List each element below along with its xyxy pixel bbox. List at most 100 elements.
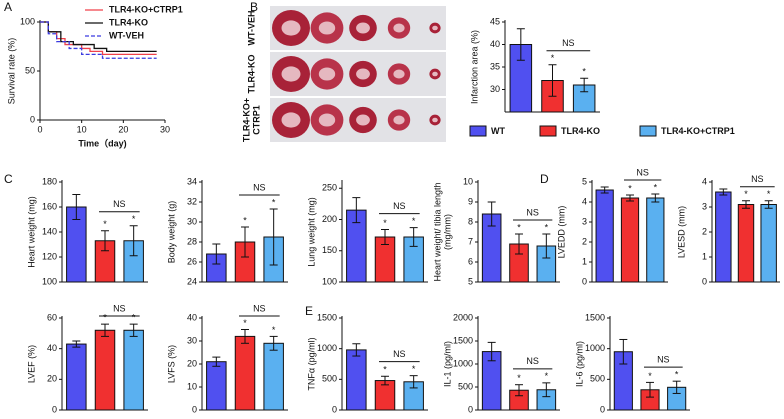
y-tick-label: 160 [42,201,57,211]
y-tick-label: 0 [600,404,605,414]
y-tick-label: 50 [25,65,35,75]
heart-slice-core [393,115,405,125]
y-tick-label: 40 [490,39,500,49]
y-tick-label: 500 [590,374,605,384]
y-tick-label: 500 [458,381,473,391]
y-tick-label: 100 [20,16,35,26]
survival-curve [40,21,157,53]
y-tick-label: 1000 [585,343,605,353]
panel-letter: D [540,172,549,186]
heart-slice-core [432,71,438,77]
y-tick-label: 200 [322,214,337,224]
significance-star: * [767,189,771,199]
heart-slice-core [393,23,405,33]
significance-star: * [272,197,276,207]
y-tick-label: 180 [42,176,57,186]
x-tick-label: 10 [77,124,87,134]
y-tick-label: 35 [490,61,500,71]
bar [595,189,614,283]
significance-star: * [132,313,136,323]
y-tick-label: 26 [187,256,197,266]
y-tick-label: 5 [582,176,587,186]
y-tick-label: 30 [187,335,197,345]
legend-swatch [639,125,657,137]
y-tick-label: 28 [187,236,197,246]
photo-row-label: TLR4-KO+ [241,98,251,142]
y-axis-label: Body weight (g) [166,201,176,264]
photo-row-label: TLR4-KO [246,55,256,94]
panel-letter: B [250,0,258,14]
y-axis-label: LVEDD (mm) [556,206,566,259]
significance-star: * [412,364,416,374]
survival-curve [40,21,157,59]
panel-letter: C [4,172,13,186]
y-axis-label: (mg/mm) [442,214,452,250]
y-axis-label: IL-6 (pg/ml) [574,341,584,387]
heart-slice-core [393,69,405,79]
significance-label: NS [393,349,406,359]
y-tick-label: 2000 [453,312,473,322]
significance-star: * [744,189,748,199]
y-tick-label: 2 [582,236,587,246]
significance-star: * [243,215,247,225]
heart-slice-core [318,67,336,81]
photo-row-label: CTRP1 [251,105,261,135]
y-tick-label: 2 [702,226,707,236]
significance-label: NS [253,303,266,313]
legend-label: TLR4-KO [109,17,148,27]
y-tick-label: 5 [468,276,473,286]
significance-star: * [103,219,107,229]
significance-label: NS [526,207,539,217]
y-tick-label: 1000 [317,343,337,353]
y-axis-label: IL-1 (pg/ml) [442,341,452,387]
significance-star: * [551,53,555,63]
significance-label: NS [636,167,649,177]
y-tick-label: 24 [187,276,197,286]
significance-label: NS [562,38,575,48]
y-tick-label: 3 [582,216,587,226]
y-tick-label: 10 [187,381,197,391]
legend-label: TLR4-KO [561,126,600,136]
significance-label: NS [113,303,126,313]
y-tick-label: 10 [463,176,473,186]
y-tick-label: 250 [322,183,337,193]
y-tick-label: 1500 [453,335,473,345]
y-tick-label: 150 [322,245,337,255]
y-tick-label: 40 [47,343,57,353]
heart-slice-core [356,114,370,126]
x-tick-label: 20 [118,124,128,134]
y-tick-label: 100 [322,276,337,286]
y-tick-label: 0 [192,404,197,414]
bar [737,204,755,283]
bar [94,329,116,411]
significance-label: NS [526,356,539,366]
photo-row-label: WT-VEH [246,11,256,46]
significance-star: * [132,214,136,224]
y-axis-label: Survival rate (%) [6,38,16,105]
x-tick-label: 0 [37,124,42,134]
y-tick-label: 30 [187,216,197,226]
y-tick-label: 20 [187,358,197,368]
y-tick-label: 0 [30,114,35,124]
significance-star: * [654,182,658,192]
bar [234,335,256,411]
heart-slice-core [281,20,301,36]
legend-label: WT [491,126,505,136]
y-tick-label: 60 [47,312,57,322]
y-tick-label: 45 [490,16,500,26]
significance-star: * [628,183,632,193]
y-tick-label: 0 [468,404,473,414]
y-tick-label: 32 [187,196,197,206]
significance-star: * [675,370,679,380]
legend-label: TLR4-KO+CTRP1 [661,126,735,136]
y-tick-label: 0 [582,276,587,286]
significance-label: NS [253,182,266,192]
heart-slice-core [318,113,336,127]
y-axis-label: Lung weight (mg) [306,197,316,267]
significance-star: * [103,313,107,323]
significance-star: * [412,216,416,226]
y-axis-label: LVESD (mm) [676,206,686,258]
significance-label: NS [657,355,670,365]
bar [760,204,777,283]
